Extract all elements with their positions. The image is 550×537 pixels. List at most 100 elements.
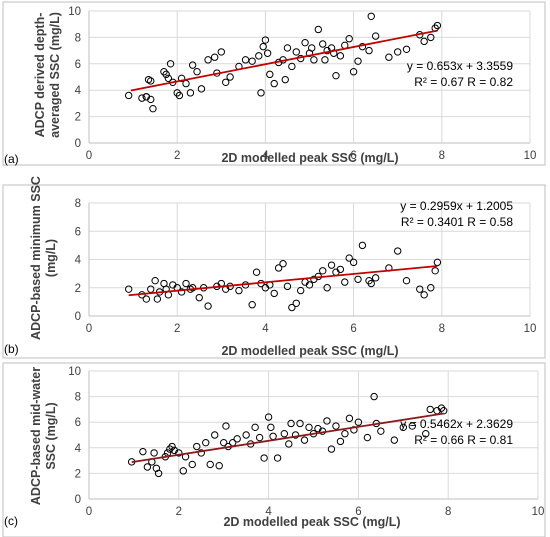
data-point — [188, 460, 196, 469]
y-tick-label: 2 — [75, 468, 81, 480]
y-tick-label: 2 — [75, 112, 81, 124]
chart-panel-2: 0 2 4 6 8 0 2 4 6 8 10 y = 0.2959x + 1.2005 R² = 0.3… — [2, 176, 546, 359]
data-point — [255, 433, 264, 442]
data-point — [154, 469, 163, 478]
data-point — [164, 74, 173, 83]
trend-line — [131, 412, 444, 464]
data-point — [433, 21, 442, 30]
x-tick-label: 6 — [350, 150, 356, 162]
y-tick-label: 6 — [75, 59, 81, 71]
data-point — [153, 295, 162, 303]
data-point — [139, 447, 147, 456]
data-point — [422, 430, 430, 438]
data-point — [305, 281, 314, 289]
y-tick-label: 0 — [75, 138, 81, 150]
data-point — [345, 35, 353, 43]
data-point — [292, 48, 300, 56]
data-point — [332, 71, 340, 80]
data-point — [285, 440, 293, 448]
data-point — [358, 241, 367, 250]
data-point — [248, 57, 256, 65]
data-point — [308, 44, 316, 52]
data-point — [188, 61, 197, 69]
data-point — [143, 463, 152, 471]
data-point — [377, 427, 385, 435]
data-point — [147, 77, 155, 85]
data-point — [433, 258, 442, 267]
data-point — [319, 267, 327, 275]
y-tick-label: 4 — [75, 443, 82, 455]
x-tick-label: 10 — [524, 323, 537, 335]
data-point — [220, 438, 228, 447]
x-tick-label: 10 — [532, 506, 545, 518]
x-axis-title: 2D modelled peak SSC (mg/L) — [223, 515, 400, 529]
y-axis-title: ADCP-based minimum SSC(mg/L) — [29, 176, 58, 340]
regression-stats: R² = 0.3401 R = 0.58 — [401, 215, 513, 229]
y-tick-label: 0 — [75, 311, 81, 323]
x-tick-label: 6 — [350, 323, 356, 335]
data-point — [301, 38, 309, 47]
regression-equation: y = 0.653x + 3.3559 — [407, 59, 513, 73]
x-tick-label: 2 — [176, 506, 182, 518]
data-point — [402, 45, 411, 53]
data-point — [248, 301, 256, 309]
data-point — [151, 276, 159, 285]
data-point — [390, 436, 399, 444]
data-point — [371, 274, 380, 282]
data-point — [296, 419, 304, 428]
data-point — [147, 285, 155, 293]
x-tick-label: 4 — [262, 150, 269, 162]
data-point — [367, 12, 375, 20]
data-point — [197, 449, 205, 457]
panel-label: (a) — [4, 152, 19, 166]
data-point — [280, 430, 289, 438]
data-point — [252, 268, 261, 276]
data-point — [305, 423, 313, 432]
data-point — [288, 303, 296, 312]
data-point — [365, 46, 373, 55]
y-axis-title-line: ADCP-based mid-water — [29, 367, 43, 505]
panel-frame — [2, 184, 546, 359]
y-axis-title: ADCP-based mid-waterSSC (mg/L) — [29, 367, 58, 505]
x-axis-title: 2D modelled peak SSC (mg/L) — [221, 151, 398, 165]
data-point — [257, 89, 265, 97]
y-tick-label: 6 — [75, 226, 81, 238]
data-point — [226, 73, 234, 81]
data-point — [291, 431, 300, 439]
data-point — [182, 79, 190, 88]
data-point — [168, 442, 176, 451]
data-point — [193, 442, 201, 451]
data-point — [394, 48, 402, 56]
y-axis-title-line: SSC (mg/L) — [44, 402, 58, 469]
data-point — [336, 265, 345, 274]
data-point — [264, 413, 273, 421]
data-point — [267, 423, 275, 432]
data-point — [241, 56, 250, 64]
x-tick-label: 0 — [86, 506, 92, 518]
chart-panel-1: 0 2 4 6 8 10 0 2 4 6 8 10 y = 0.653x + 3.3559 R² = 0.… — [2, 1, 546, 166]
y-axis-title-line: ADCP derived depth- — [33, 13, 47, 138]
data-point — [283, 44, 292, 52]
data-point — [399, 423, 407, 432]
y-tick-label: 2 — [75, 283, 81, 295]
data-point — [202, 438, 210, 447]
data-point — [371, 32, 380, 40]
data-point — [402, 276, 411, 285]
x-tick-label: 2 — [174, 323, 180, 335]
y-tick-label: 10 — [68, 366, 81, 378]
data-point — [162, 70, 170, 79]
data-point — [349, 258, 358, 267]
y-tick-label: 4 — [75, 85, 82, 97]
data-point — [273, 454, 282, 462]
data-point — [195, 293, 203, 302]
data-point — [261, 36, 270, 44]
x-tick-label: 8 — [439, 150, 445, 162]
data-point — [222, 78, 230, 86]
data-point — [279, 260, 287, 268]
data-point — [186, 89, 195, 97]
data-point — [321, 56, 329, 64]
x-tick-label: 0 — [86, 150, 92, 162]
data-point — [251, 423, 259, 432]
x-tick-label: 8 — [445, 506, 451, 518]
